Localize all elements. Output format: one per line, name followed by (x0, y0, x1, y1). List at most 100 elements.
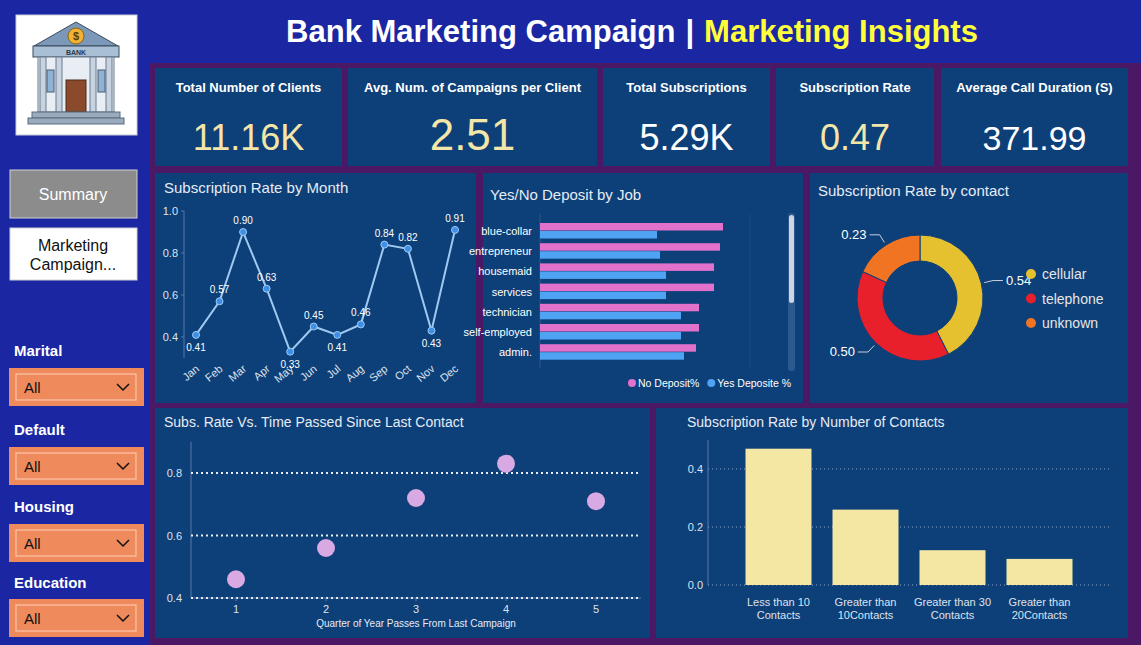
nav-label[interactable]: Summary (39, 186, 107, 203)
dropdown[interactable] (9, 368, 144, 406)
dropdown-value[interactable]: All (24, 458, 41, 475)
tick-mark (416, 598, 417, 601)
chart-title: Subscription Rate by Month (164, 179, 348, 196)
marker (357, 321, 364, 328)
logo-window (98, 70, 105, 92)
dashboard: Bank Marketing Campaign|Marketing Insigh… (0, 0, 1141, 645)
logo-step (28, 118, 124, 124)
data-label: 0.33 (280, 359, 300, 370)
tick-label: 0.4 (163, 331, 178, 343)
scrollbar-thumb (789, 215, 794, 303)
category-label: technician (482, 306, 532, 318)
bar (540, 251, 660, 259)
tick-label: 0.6 (163, 289, 178, 301)
sidebar (0, 0, 150, 645)
category-label: Greater than20Contacts (1009, 596, 1071, 621)
text-line: Greater than 30 (914, 596, 991, 608)
dropdown-inner (16, 453, 136, 479)
marker (240, 229, 247, 236)
tick-label: 0.4 (167, 592, 182, 604)
data-label: 0.41 (186, 342, 206, 353)
nav-button[interactable] (10, 170, 137, 218)
bar (540, 243, 720, 251)
dropdown-inner (16, 530, 136, 556)
tick-label: Aug (343, 362, 366, 384)
text-line: Contacts (757, 609, 801, 621)
tick-label: Mar (226, 362, 248, 384)
data-label: 0.23 (841, 227, 866, 242)
bar (540, 284, 714, 292)
nav-button[interactable] (10, 228, 137, 280)
text-line: Less than 10 (747, 596, 810, 608)
legend-swatch (628, 379, 636, 387)
tick-mark (326, 598, 327, 601)
tick-label: Jun (298, 362, 319, 383)
category-label: entrepreneur (469, 245, 532, 257)
logo-bg (16, 15, 137, 135)
data-label: 0.45 (304, 310, 324, 321)
chart-title: Subscription Rate by Number of Contacts (687, 414, 945, 430)
kpi-label: Total Subscriptions (626, 80, 746, 95)
tick-label: 2 (323, 603, 329, 615)
kpi-value: 11.16K (193, 117, 304, 158)
bar (540, 304, 699, 312)
card (155, 173, 476, 403)
data-label: 0.41 (328, 342, 348, 353)
chart-title: Yes/No Deposit by Job (490, 186, 641, 203)
tick-label: Jan (180, 362, 201, 383)
line (196, 230, 455, 352)
bar (540, 223, 723, 231)
nav-label[interactable]: Marketing Campaign... (30, 237, 116, 273)
text-line: Campaign... (30, 256, 116, 273)
bar (746, 449, 812, 585)
tick-label: 3 (413, 603, 419, 615)
tick-label: 0.4 (688, 463, 703, 475)
card (483, 173, 803, 403)
tick-label: Sep (367, 362, 390, 384)
text-line: Marketing (38, 237, 108, 254)
bar (540, 344, 696, 352)
marker (428, 327, 435, 334)
tick-label: 0.2 (688, 521, 703, 533)
logo-coin (68, 28, 84, 44)
data-label: 0.57 (210, 284, 230, 295)
legend-swatch (1026, 318, 1036, 328)
dropdown-value[interactable]: All (24, 379, 41, 396)
tick-mark (506, 598, 507, 601)
category-label: Greater than 30Contacts (914, 596, 991, 621)
dropdown[interactable] (9, 599, 144, 637)
card (155, 68, 342, 166)
bar (920, 550, 986, 585)
marker (404, 245, 411, 252)
text-line: Summary (39, 186, 107, 203)
axis-title: Quarter of Year Passes From Last Campaig… (316, 618, 516, 629)
dropdown[interactable] (9, 447, 144, 485)
axis-line (191, 442, 192, 598)
card (941, 68, 1128, 166)
tick-mark (181, 253, 184, 254)
tick-mark (181, 337, 184, 338)
tick-label: 4 (503, 603, 509, 615)
dropdown-chevron (117, 463, 129, 469)
filter-label: Education (14, 574, 87, 591)
dropdown-chevron (117, 615, 129, 621)
tick-label: Nov (414, 362, 437, 384)
bar (540, 332, 681, 340)
dropdown-value[interactable]: All (24, 610, 41, 627)
logo-column (56, 57, 62, 112)
tick-label: 0.0 (688, 579, 703, 591)
dropdown-chevron (117, 540, 129, 546)
dropdown[interactable] (9, 524, 144, 562)
axis-line (750, 214, 751, 368)
kpi-label: Total Number of Clients (176, 80, 322, 95)
page-title: Bank Marketing Campaign|Marketing Insigh… (286, 14, 978, 49)
bar (540, 312, 681, 320)
data-label: 0.84 (375, 228, 395, 239)
legend-swatch (1026, 294, 1036, 304)
logo-symbol: $ (73, 30, 79, 42)
plot-area (746, 449, 1073, 585)
axis-line (708, 440, 709, 585)
title-highlight: Marketing Insights (704, 14, 978, 49)
dropdown-value[interactable]: All (24, 535, 41, 552)
point (317, 539, 335, 557)
